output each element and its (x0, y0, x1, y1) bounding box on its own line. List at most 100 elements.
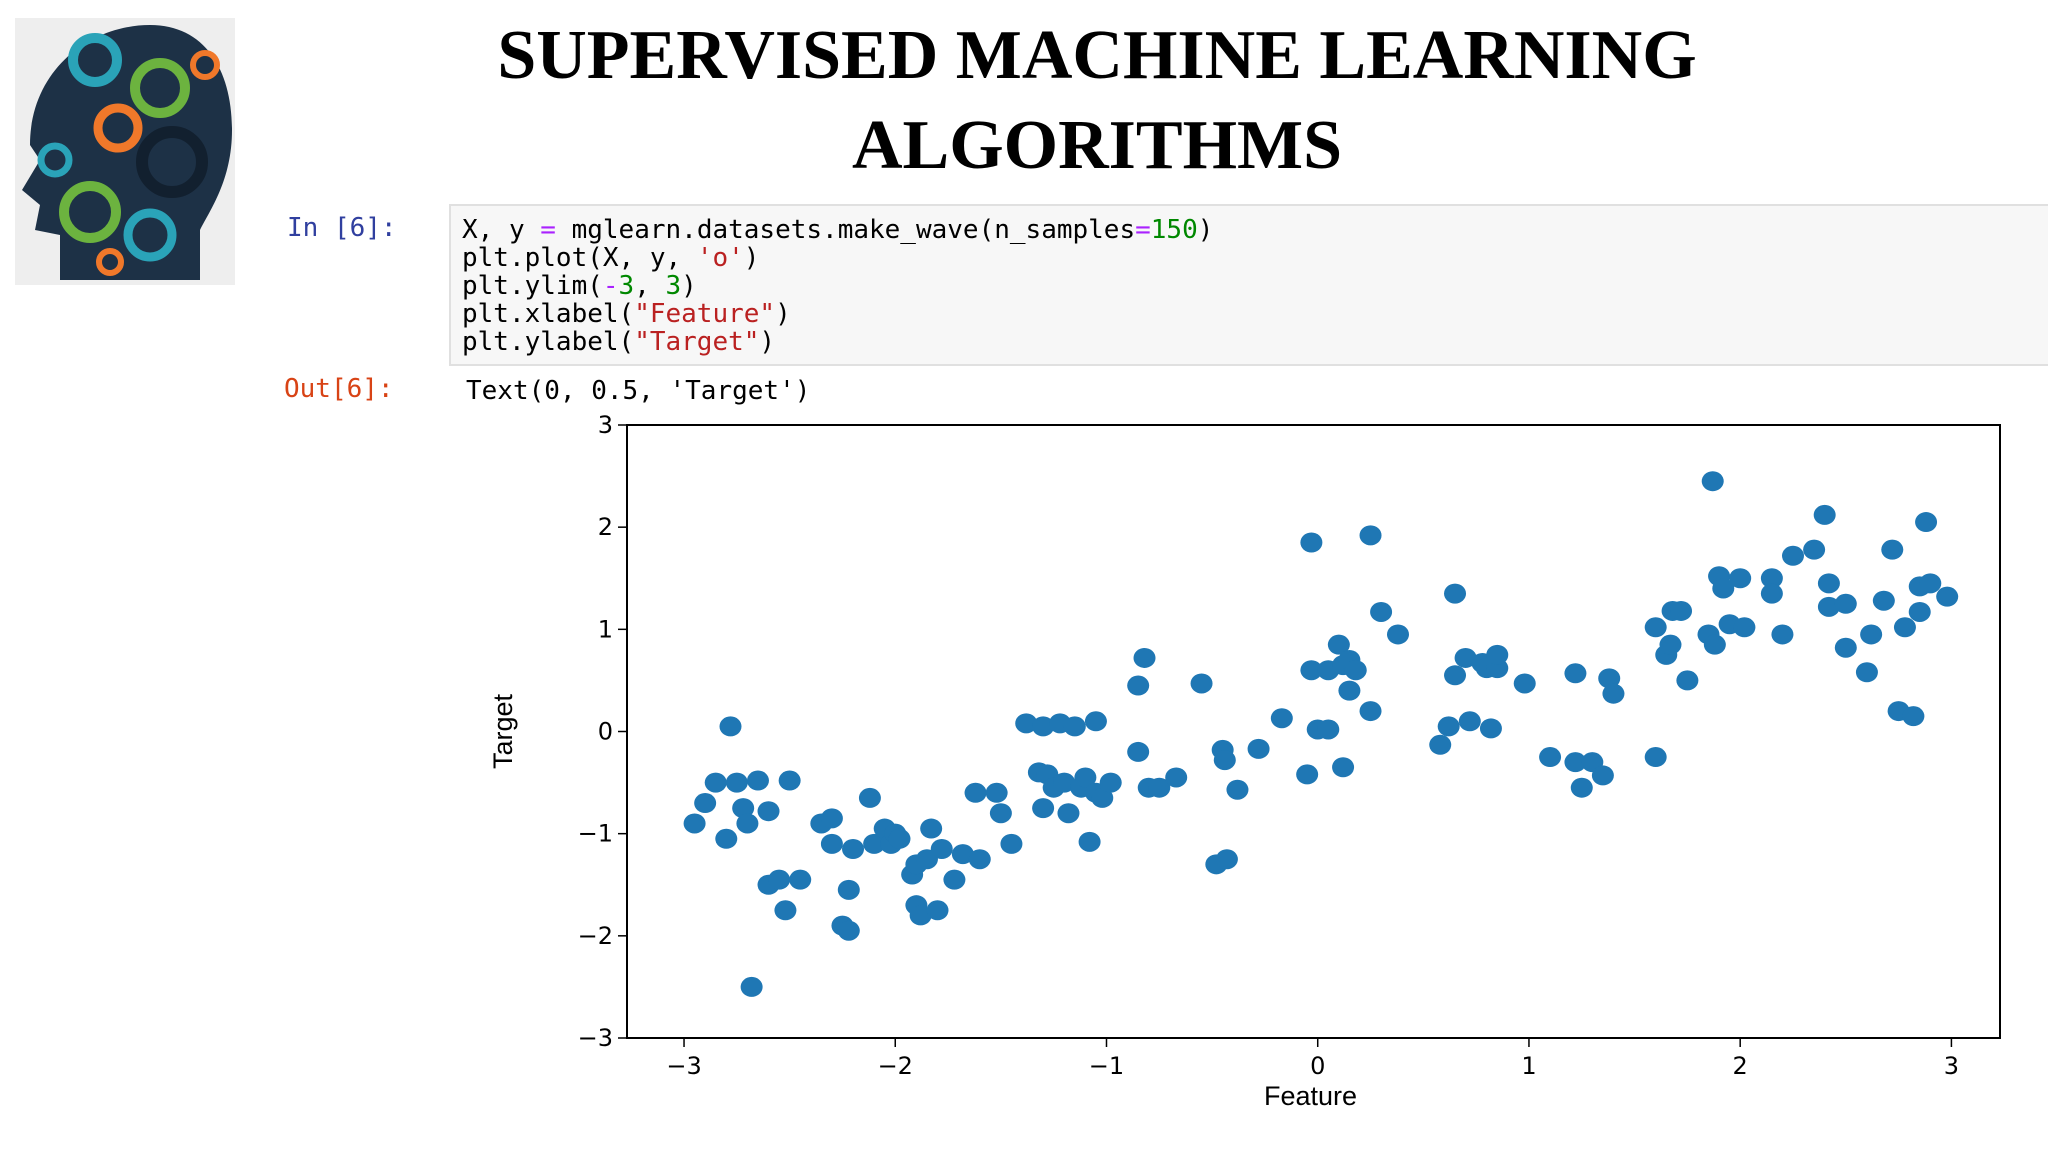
code-token: 150 (1151, 215, 1198, 245)
gear (123, 208, 177, 262)
axes-frame (626, 424, 2001, 1039)
x-tick-label: −3 (666, 1052, 701, 1080)
point (789, 869, 812, 890)
logo (15, 18, 235, 285)
point (1317, 719, 1340, 740)
point (863, 833, 886, 854)
point (1602, 683, 1625, 704)
point (1729, 568, 1752, 589)
point (768, 869, 791, 890)
point (1429, 734, 1452, 755)
point (725, 772, 748, 793)
y-tick-label: 2 (598, 513, 613, 541)
point (1127, 741, 1150, 762)
y-tick-label: 3 (598, 411, 613, 439)
point (1359, 701, 1382, 722)
point (1908, 601, 1931, 622)
gear (190, 50, 220, 80)
point (1598, 668, 1621, 689)
point (1817, 573, 1840, 594)
point (951, 844, 974, 865)
point (1226, 779, 1249, 800)
code-token: = (540, 215, 556, 245)
point (1644, 747, 1667, 768)
code-cell[interactable] (449, 204, 2048, 366)
code-token: ) (681, 271, 697, 301)
point (985, 782, 1008, 803)
point (858, 787, 881, 808)
x-tick-label: 1 (1521, 1052, 1536, 1080)
point (1644, 617, 1667, 638)
point (1247, 738, 1270, 759)
point (1670, 600, 1693, 621)
point (746, 770, 769, 791)
point (1338, 680, 1361, 701)
point (1703, 634, 1726, 655)
point (1084, 711, 1107, 732)
code-token: X, y (462, 215, 540, 245)
gear (130, 58, 190, 118)
gear (96, 248, 124, 276)
output-text: Text(0, 0.5, 'Target') (466, 376, 810, 406)
point (736, 813, 759, 834)
code-token: 'o' (697, 243, 744, 273)
point (1760, 583, 1783, 604)
point (1444, 665, 1467, 686)
x-tick-label: 3 (1944, 1052, 1959, 1080)
point (1032, 716, 1055, 737)
code-token: plt.ylabel( (462, 327, 634, 357)
code-line: plt.xlabel("Feature") (462, 299, 791, 329)
x-axis-label: Feature (1264, 1081, 1357, 1111)
point (1057, 803, 1080, 824)
point (1860, 624, 1883, 645)
point (842, 838, 865, 859)
title-line: ALGORITHMS (852, 107, 1342, 184)
point (1902, 706, 1925, 727)
code-token: plt.plot(X, y, (462, 243, 697, 273)
y-tick-label: −2 (578, 922, 613, 950)
point (1513, 673, 1536, 694)
code-token: , (634, 271, 665, 301)
point (1591, 765, 1614, 786)
point (757, 801, 780, 822)
point (704, 772, 727, 793)
point (964, 782, 987, 803)
point (1359, 525, 1382, 546)
point (774, 900, 797, 921)
point (820, 808, 843, 829)
point (1803, 539, 1826, 560)
point (1063, 716, 1086, 737)
point (1127, 675, 1150, 696)
point (1781, 545, 1804, 566)
gear (59, 181, 121, 243)
point (1570, 777, 1593, 798)
point (820, 833, 843, 854)
point (1270, 708, 1293, 729)
point (943, 869, 966, 890)
point (1053, 772, 1076, 793)
y-tick-label: 1 (598, 615, 613, 643)
code-token: plt.ylim( (462, 271, 603, 301)
point (1300, 660, 1323, 681)
code-line: X, y = mglearn.datasets.make_wave(n_samp… (462, 215, 1213, 245)
point (920, 818, 943, 839)
point (1370, 601, 1393, 622)
point (1091, 787, 1114, 808)
point (989, 803, 1012, 824)
point (1015, 713, 1038, 734)
code-token: ) (744, 243, 760, 273)
point (1701, 471, 1724, 492)
point (1444, 583, 1467, 604)
point (837, 879, 860, 900)
point (1760, 568, 1783, 589)
point (1332, 757, 1355, 778)
point (1296, 764, 1319, 785)
point (1190, 673, 1213, 694)
point (683, 813, 706, 834)
point (1344, 660, 1367, 681)
point (1074, 767, 1097, 788)
point (1817, 596, 1840, 617)
point (1133, 647, 1156, 668)
y-axis-label: Target (488, 693, 518, 769)
